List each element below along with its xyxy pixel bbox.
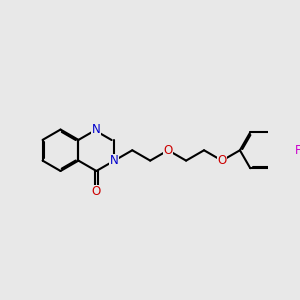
Text: F: F (295, 144, 300, 157)
Text: O: O (92, 185, 101, 198)
Text: N: N (110, 154, 119, 167)
Text: N: N (92, 123, 101, 136)
Text: O: O (164, 144, 173, 157)
Text: O: O (217, 154, 226, 167)
